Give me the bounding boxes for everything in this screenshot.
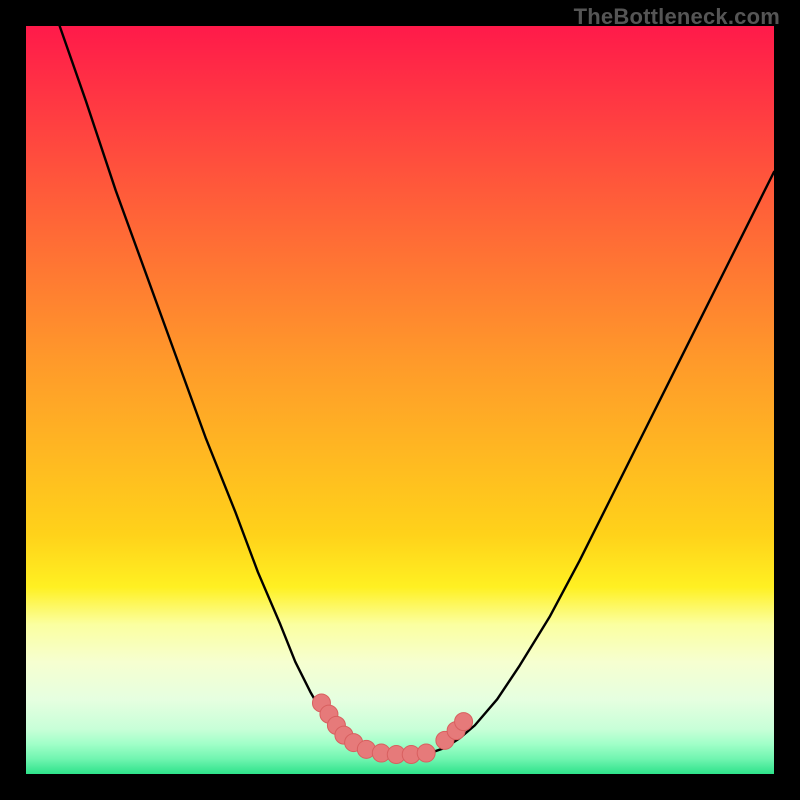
chart-frame: TheBottleneck.com xyxy=(0,0,800,800)
plot-area xyxy=(26,26,774,774)
credit-text: TheBottleneck.com xyxy=(574,4,780,30)
